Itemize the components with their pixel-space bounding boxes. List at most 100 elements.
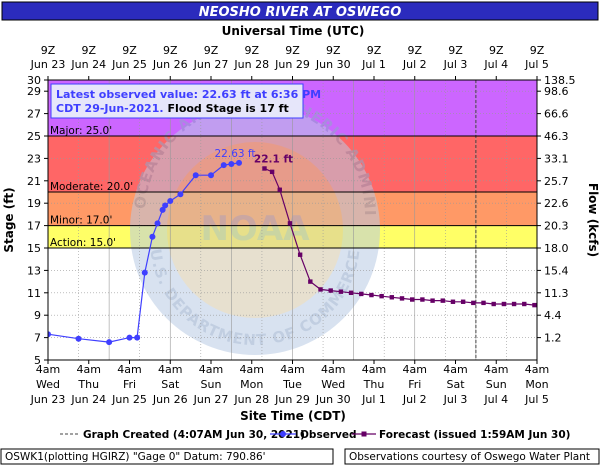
observed-point [221, 162, 227, 168]
top-tick-date: Jun 27 [193, 58, 229, 71]
bottom-tick-date: Jul 5 [524, 393, 549, 406]
bottom-tick-time: 4am [77, 363, 101, 376]
bottom-tick-day: Mon [240, 378, 263, 391]
forecast-point [298, 253, 302, 257]
top-tick-date: Jul 2 [402, 58, 427, 71]
bottom-tick-day: Wed [36, 378, 60, 391]
bottom-tick-date: Jun 28 [233, 393, 269, 406]
observed-point [106, 339, 112, 345]
top-tick-date: Jun 24 [70, 58, 106, 71]
footer-datum: OSWK1(plotting HGIRZ) "Gage 0" Datum: 79… [5, 451, 266, 463]
right-tick-label: 18.0 [544, 242, 569, 255]
forecast-point [461, 300, 465, 304]
left-axis-label: Stage (ft) [2, 187, 16, 252]
threshold-label-action: Action: 15.0' [50, 237, 116, 249]
forecast-point [410, 297, 414, 301]
top-tick-date: Jun 25 [111, 58, 147, 71]
left-tick-label: 11 [27, 287, 41, 300]
observed-point [167, 198, 173, 204]
observed-point [236, 160, 242, 166]
forecast-peak-label: 22.1 ft [254, 153, 293, 165]
right-tick-label: 11.3 [544, 287, 569, 300]
observed-peak-label: 22.63 ft [215, 148, 256, 160]
bottom-tick-time: 4am [117, 363, 141, 376]
observed-point [162, 202, 168, 208]
legend-observed-label: Observed [300, 429, 356, 441]
observed-point [142, 270, 148, 276]
left-tick-label: 21 [27, 175, 41, 188]
top-tick-time: 9Z [41, 44, 56, 57]
bottom-tick-time: 4am [443, 363, 467, 376]
forecast-point [451, 300, 455, 304]
legend-forecast-label: Forecast (issued 1:59AM Jun 30) [379, 429, 570, 441]
forecast-point [278, 188, 282, 192]
top-tick-date: Jun 26 [152, 58, 188, 71]
forecast-point [502, 302, 506, 306]
top-tick-date: Jun 23 [30, 58, 66, 71]
bottom-tick-time: 4am [525, 363, 549, 376]
top-tick-date: Jun 29 [274, 58, 310, 71]
bottom-tick-date: Jun 25 [111, 393, 147, 406]
right-tick-label: 25.7 [544, 175, 569, 188]
forecast-point [262, 166, 266, 170]
top-tick-date: Jun 30 [315, 58, 351, 71]
bottom-tick-day: Sun [201, 378, 222, 391]
right-axis-label: Flow (kcfs) [586, 183, 600, 257]
right-tick-label: 33.1 [544, 152, 569, 165]
forecast-point [420, 297, 424, 301]
forecast-point [359, 292, 363, 296]
observed-point [228, 161, 234, 167]
left-tick-label: 7 [34, 332, 41, 345]
top-tick-date: Jul 5 [524, 58, 549, 71]
forecast-point [492, 302, 496, 306]
left-tick-label: 25 [27, 130, 41, 143]
top-tick-date: Jul 1 [361, 58, 386, 71]
forecast-point [390, 295, 394, 299]
footer-observations-credit: Observations courtesy of Oswego Water Pl… [349, 451, 590, 463]
forecast-point [430, 298, 434, 302]
bottom-tick-time: 4am [158, 363, 182, 376]
bottom-tick-day: Thu [363, 378, 385, 391]
forecast-point [270, 170, 274, 174]
info-box: Latest observed value: 22.63 ft at 6:36 … [51, 84, 321, 118]
forecast-point [318, 287, 322, 291]
forecast-point [329, 288, 333, 292]
top-tick-date: Jun 28 [233, 58, 269, 71]
right-tick-label: 66.6 [544, 108, 569, 121]
right-tick-label: 15.4 [544, 264, 569, 277]
forecast-point [349, 291, 353, 295]
top-tick-time: 9Z [448, 44, 463, 57]
observed-point [127, 335, 133, 341]
threshold-label-major: Major: 25.0' [50, 125, 112, 137]
bottom-tick-date: Jul 2 [402, 393, 427, 406]
right-tick-label: 98.6 [544, 85, 569, 98]
left-tick-label: 23 [27, 152, 41, 165]
bottom-tick-time: 4am [403, 363, 427, 376]
legend-observed-marker [280, 431, 286, 437]
top-tick-time: 9Z [163, 44, 178, 57]
bottom-tick-date: Jul 3 [443, 393, 468, 406]
left-tick-label: 13 [27, 264, 41, 277]
top-tick-date: Jul 3 [443, 58, 468, 71]
top-tick-time: 9Z [326, 44, 341, 57]
top-tick-time: 9Z [81, 44, 96, 57]
forecast-point [308, 279, 312, 283]
bottom-tick-date: Jun 27 [193, 393, 229, 406]
info-box-line1: Latest observed value: 22.63 ft at 6:36 … [56, 88, 321, 101]
bottom-tick-day: Tue [282, 378, 302, 391]
observed-point [149, 234, 155, 240]
bottom-tick-date: Jul 1 [361, 393, 386, 406]
top-tick-time: 9Z [122, 44, 137, 57]
threshold-label-moderate: Moderate: 20.0' [50, 181, 133, 193]
left-tick-label: 29 [27, 85, 41, 98]
bottom-tick-time: 4am [36, 363, 60, 376]
info-box-date: CDT 29-Jun-2021. [56, 102, 164, 115]
top-tick-date: Jul 4 [483, 58, 508, 71]
left-tick-label: 17 [27, 220, 41, 233]
top-tick-time: 9Z [367, 44, 382, 57]
right-tick-label: 22.6 [544, 197, 569, 210]
forecast-point [481, 301, 485, 305]
top-tick-time: 9Z [204, 44, 219, 57]
